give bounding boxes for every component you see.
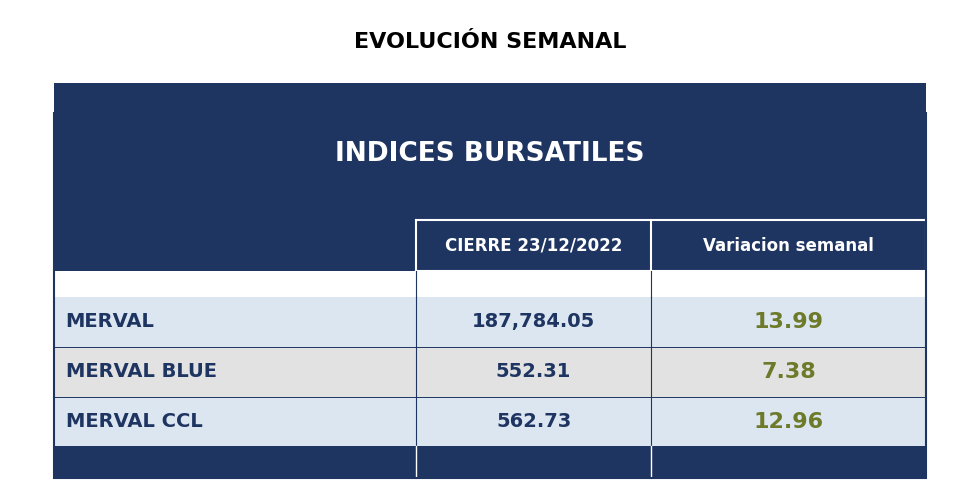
Text: 7.38: 7.38	[761, 362, 816, 382]
Bar	[54, 272, 926, 297]
Text: CIERRE 23/12/2022: CIERRE 23/12/2022	[445, 236, 622, 254]
Text: MERVAL BLUE: MERVAL BLUE	[66, 362, 217, 381]
Text: 187,784.05: 187,784.05	[472, 312, 595, 332]
Bar	[54, 112, 926, 220]
Bar	[54, 84, 926, 191]
Text: Variacion semanal: Variacion semanal	[704, 236, 874, 254]
Text: EVOLUCIÓN SEMANAL: EVOLUCIÓN SEMANAL	[354, 32, 626, 52]
Bar	[54, 112, 926, 478]
Bar	[54, 446, 926, 478]
Text: 562.73: 562.73	[496, 412, 571, 431]
Text: 552.31: 552.31	[496, 362, 571, 381]
Bar	[54, 346, 926, 397]
Bar	[54, 396, 926, 446]
Bar	[54, 446, 926, 478]
Text: MERVAL: MERVAL	[66, 312, 155, 332]
Text: MERVAL CCL: MERVAL CCL	[66, 412, 203, 431]
Text: INDICES BURSATILES: INDICES BURSATILES	[335, 141, 645, 167]
Bar	[418, 222, 649, 270]
Text: 13.99: 13.99	[754, 312, 824, 332]
Bar	[54, 297, 926, 346]
Bar	[655, 222, 923, 270]
Text: 12.96: 12.96	[754, 412, 824, 432]
Bar	[54, 220, 926, 272]
